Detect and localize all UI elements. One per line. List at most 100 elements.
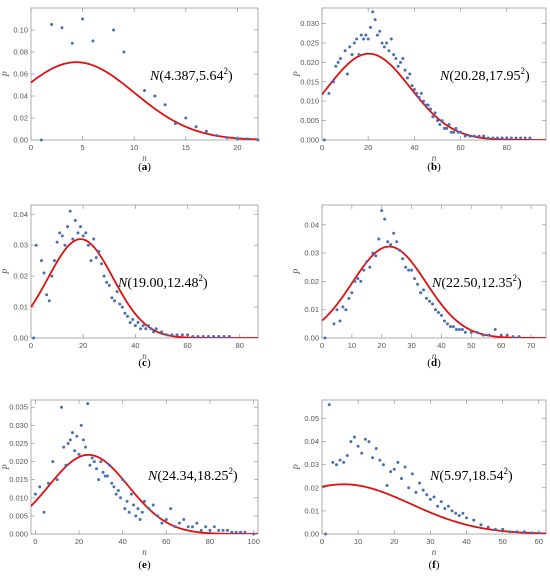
panel-f: 0 10 20 30 40 50 60 0.00 0.01 0.02 0.03 0.04 0.05 n P N… [292,399,547,571]
data-point [396,64,400,68]
x-tick-label: 100 [247,537,260,546]
data-point [373,18,377,22]
data-point [84,231,88,235]
data-point [60,405,64,409]
data-point [472,134,476,138]
data-point [514,136,518,140]
x-axis-label: n [432,153,437,163]
x-tick-label: 20 [75,537,83,546]
panel-caption: (c) [138,357,151,369]
data-point [221,528,225,532]
data-point [180,333,184,337]
data-point [112,28,116,32]
x-axis-label: n [142,547,147,557]
data-point [50,23,54,26]
data-point [206,334,210,338]
data-point [66,225,70,229]
data-point [530,531,534,535]
data-point [204,129,208,133]
data-point [435,119,439,123]
data-point [515,530,519,534]
x-tick-label: 20 [364,143,372,152]
data-point [436,504,440,508]
data-point [134,514,138,518]
data-point [482,134,486,138]
data-point [523,136,527,140]
data-point [398,248,402,252]
x-tick-label: 10 [354,537,362,546]
x-axis-label: n [142,351,147,361]
data-point [136,507,140,511]
y-tick-label: 0.01 [13,303,28,312]
data-point [51,460,55,464]
data-point [368,265,372,269]
data-point [350,291,354,295]
data-point [129,492,133,496]
data-point [395,240,399,244]
x-tick-label: 60 [162,537,170,546]
data-point [378,29,382,33]
x-tick-label: 40 [462,537,470,546]
y-axis-label: P [292,71,302,78]
distribution-annotation: N(4.387,5.642) [149,66,233,84]
data-point [431,302,435,306]
data-point [432,495,436,499]
fit-curve [322,245,546,338]
data-point [445,126,449,130]
x-tick-label: 40 [119,537,127,546]
data-point [410,268,414,272]
data-point [97,478,101,482]
data-point [170,333,174,337]
data-point [443,507,447,511]
panel-e: 0 20 40 60 80 100 0.000 0.005 0.010 0.015 0.020 0.0… [1,399,260,571]
data-point [73,449,77,453]
data-point [335,308,339,312]
x-tick-label: 50 [467,341,475,350]
x-tick-label: 15 [182,143,190,152]
data-point [519,136,523,140]
data-point [163,103,167,107]
data-point [347,296,351,300]
distribution-annotation: N(20.28,17.952) [439,66,530,84]
data-point [71,237,75,241]
data-point [227,334,231,338]
data-point [505,136,509,140]
data-point [246,137,250,141]
data-point [152,330,156,334]
data-point [235,137,239,141]
data-point [429,107,433,111]
data-point [380,209,384,213]
data-point [110,481,114,485]
data-point [75,434,79,438]
data-point [348,45,352,49]
y-tick-label: 0.010 [300,97,319,106]
data-point [343,49,347,53]
data-point [103,474,107,478]
data-point [371,10,375,14]
data-point [382,45,386,49]
data-point [169,507,173,511]
x-tick-label: 0 [33,537,37,546]
data-point [417,95,421,99]
data-point [86,402,90,406]
data-point [42,510,46,514]
data-point [469,330,473,334]
x-tick-label: 60 [535,537,543,546]
data-point [222,334,226,338]
data-point [42,271,46,275]
x-tick-label: 70 [527,341,535,350]
data-point [46,481,50,485]
data-point [356,277,360,281]
data-point [201,334,205,338]
data-point [472,518,476,522]
data-point [499,333,503,337]
data-point [450,509,454,513]
data-point [159,330,163,334]
y-tick-label: 0.005 [300,116,319,125]
x-tick-label: 20 [390,537,398,546]
data-point [422,99,426,103]
data-point [77,452,81,456]
data-point [394,56,398,60]
y-tick-label: 0.04 [13,210,28,219]
data-point [149,327,153,331]
